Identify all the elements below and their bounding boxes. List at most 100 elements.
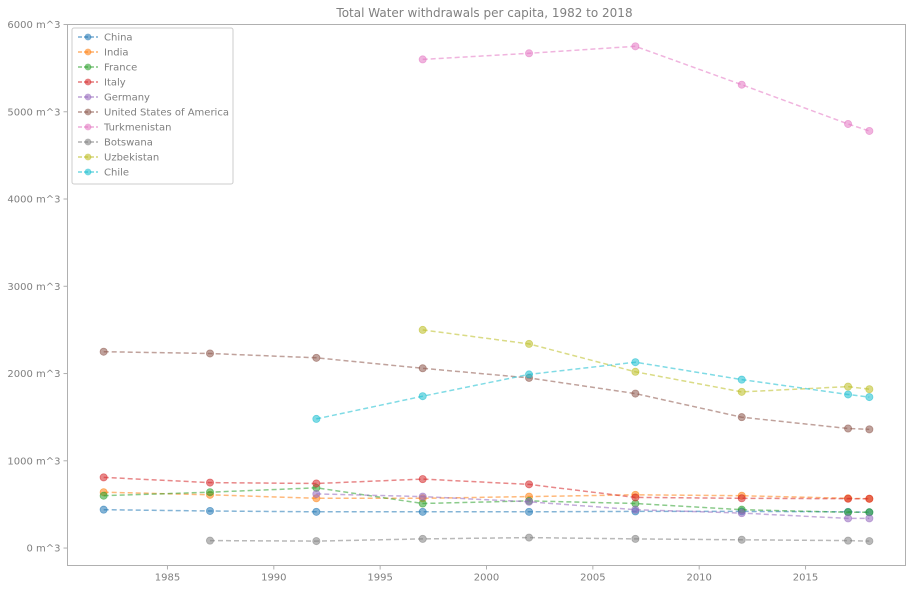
legend-swatch-marker <box>84 78 92 86</box>
legend-swatch-marker <box>84 48 92 56</box>
series-line <box>422 45 870 132</box>
legend-item-botswana: Botswana <box>78 138 153 149</box>
data-point <box>631 389 640 398</box>
legend-item-chile: Chile <box>78 168 129 179</box>
legend-swatch-marker <box>84 153 92 161</box>
y-tick-label: 3000 m^3 <box>7 282 60 293</box>
data-point <box>418 325 427 334</box>
data-point <box>418 507 427 516</box>
series-line <box>316 493 870 520</box>
series-chile <box>312 358 874 423</box>
data-point <box>525 49 534 58</box>
data-point <box>737 494 746 503</box>
data-point <box>525 339 534 348</box>
series-line <box>316 361 870 420</box>
legend-swatch-marker <box>84 138 92 146</box>
legend-item-france: France <box>78 63 137 74</box>
data-point <box>737 387 746 396</box>
legend-item-united-states-of-america: United States of America <box>78 108 229 119</box>
data-point <box>525 507 534 516</box>
data-point <box>631 493 640 502</box>
legend-label: Chile <box>104 168 129 179</box>
axes: 1985 1990 1995 2000 2005 2010 2015 0 m^3 1000 m^… <box>7 20 818 584</box>
data-point <box>844 382 853 391</box>
data-point <box>844 494 853 503</box>
data-point <box>312 537 321 546</box>
legend-label: France <box>104 63 137 74</box>
data-point <box>844 119 853 128</box>
y-tick-label: 1000 m^3 <box>7 456 60 467</box>
data-point <box>206 349 215 358</box>
data-point <box>418 499 427 508</box>
data-point <box>206 506 215 515</box>
legend-label: Botswana <box>104 138 153 149</box>
x-tick-label: 2015 <box>793 573 818 584</box>
data-point <box>418 492 427 501</box>
data-point <box>418 392 427 401</box>
data-point <box>865 126 874 135</box>
data-point <box>865 537 874 546</box>
series-uzbekistan <box>418 325 874 396</box>
data-point <box>418 534 427 543</box>
x-tick-label: 1995 <box>367 573 392 584</box>
data-point <box>418 364 427 373</box>
series-line <box>209 536 870 542</box>
series-group <box>99 42 874 546</box>
data-point <box>631 358 640 367</box>
legend-item-italy: Italy <box>78 78 126 89</box>
legend-item-china: China <box>78 33 133 44</box>
data-point <box>737 80 746 89</box>
data-point <box>99 491 108 500</box>
data-point <box>865 393 874 402</box>
legend-swatch-marker <box>84 108 92 116</box>
y-tick-label: 2000 m^3 <box>7 369 60 380</box>
data-point <box>865 494 874 503</box>
data-point <box>865 385 874 394</box>
data-point <box>99 473 108 482</box>
series-botswana <box>206 533 874 546</box>
data-point <box>737 375 746 384</box>
x-tick-label: 1990 <box>261 573 286 584</box>
data-point <box>865 425 874 434</box>
y-tick-label: 0 m^3 <box>26 544 60 555</box>
series-italy <box>99 473 874 503</box>
data-point <box>844 390 853 399</box>
y-tick-label: 6000 m^3 <box>7 20 60 31</box>
legend-swatch-marker <box>84 63 92 71</box>
data-point <box>737 413 746 422</box>
legend-box <box>71 27 234 185</box>
data-point <box>631 367 640 376</box>
data-point <box>631 534 640 543</box>
data-point <box>737 535 746 544</box>
data-point <box>525 497 534 506</box>
data-point <box>312 489 321 498</box>
legend-label: China <box>104 33 133 44</box>
series-turkmenistan <box>418 42 874 135</box>
data-point <box>844 424 853 433</box>
data-point <box>99 505 108 514</box>
data-point <box>206 536 215 545</box>
legend-label: Italy <box>104 78 126 89</box>
legend-label: India <box>104 48 129 59</box>
x-tick-label: 2005 <box>580 573 605 584</box>
data-point <box>99 347 108 356</box>
legend: China India France Italy Germany United State… <box>71 27 234 185</box>
data-point <box>844 536 853 545</box>
data-point <box>525 533 534 542</box>
chart-title: Total Water withdrawals per capita, 1982… <box>335 6 632 20</box>
x-tick-label: 2000 <box>474 573 499 584</box>
data-point <box>312 479 321 488</box>
legend-item-germany: Germany <box>78 93 150 104</box>
data-point <box>525 370 534 379</box>
legend-label: Turkmenistan <box>103 123 171 134</box>
data-point <box>865 514 874 523</box>
data-point <box>737 509 746 518</box>
data-point <box>631 42 640 51</box>
legend-swatch-marker <box>84 33 92 41</box>
data-point <box>312 414 321 423</box>
legend-item-uzbekistan: Uzbekistan <box>78 153 159 164</box>
legend-item-india: India <box>78 48 129 59</box>
data-point <box>206 478 215 487</box>
